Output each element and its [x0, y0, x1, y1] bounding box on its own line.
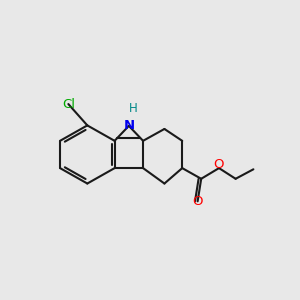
Text: O: O	[214, 158, 224, 171]
Text: N: N	[123, 119, 134, 132]
Text: Cl: Cl	[62, 98, 75, 111]
Text: O: O	[192, 195, 203, 208]
Text: H: H	[129, 102, 138, 115]
